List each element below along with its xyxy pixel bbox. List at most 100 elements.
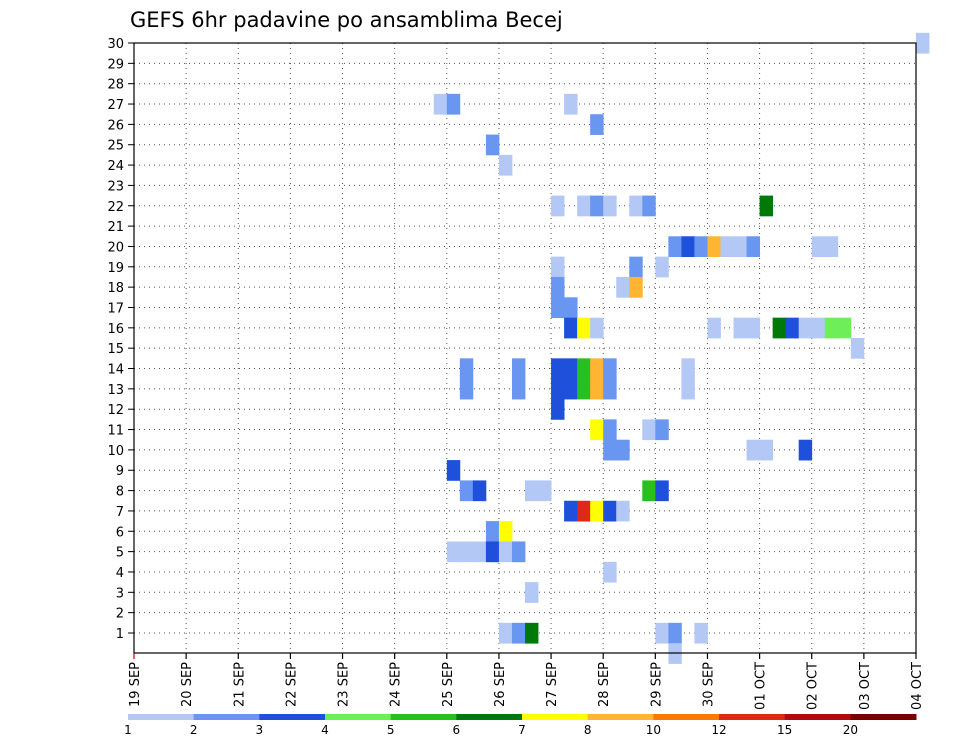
x-tick-label: 04 OCT (910, 662, 925, 710)
colorbar-segment (390, 714, 457, 720)
data-cell (564, 317, 578, 339)
y-tick-label: 17 (107, 301, 124, 316)
x-tick-label: 30 SEP (701, 662, 716, 707)
data-cell (577, 317, 591, 339)
y-tick-label: 13 (107, 383, 124, 398)
data-cell (551, 297, 565, 319)
colorbar-segment (587, 714, 654, 720)
data-cell (590, 317, 604, 339)
data-cell (433, 93, 448, 115)
y-tick-label: 26 (107, 118, 124, 133)
y-tick-label: 2 (116, 607, 124, 622)
data-cell (642, 480, 656, 502)
colorbar-segment (719, 714, 786, 720)
data-cell (655, 419, 669, 441)
colorbar-label: 3 (256, 723, 264, 737)
data-cell (590, 419, 604, 441)
x-tick-label: 22 SEP (284, 662, 299, 707)
data-cell (590, 378, 604, 400)
data-cell (577, 378, 591, 400)
data-cell (616, 500, 630, 522)
y-tick-label: 7 (116, 505, 124, 520)
data-cell (746, 236, 760, 258)
data-cell (694, 236, 708, 258)
x-tick-label: 27 SEP (545, 662, 560, 707)
colorbar-segment (128, 714, 195, 720)
data-cell (668, 236, 682, 258)
x-tick-label: 23 SEP (337, 662, 352, 707)
data-cell (446, 460, 461, 481)
data-cell (577, 358, 591, 380)
data-cell (824, 236, 839, 258)
data-cell (446, 541, 461, 563)
y-tick-label: 25 (107, 139, 124, 154)
y-tick-label: 24 (107, 159, 124, 174)
y-tick-label: 12 (107, 403, 124, 418)
data-cell (525, 622, 539, 644)
data-cell (551, 276, 565, 298)
y-axis-ticks: 1234567891011121314151617181920212223242… (107, 37, 134, 642)
data-cell (498, 521, 513, 542)
colorbar-label: 6 (453, 723, 461, 737)
data-cell (642, 419, 656, 441)
data-cell (811, 236, 826, 258)
colorbar-label: 5 (387, 723, 395, 737)
data-cell (485, 134, 500, 156)
data-cell (551, 195, 565, 217)
y-tick-label: 16 (107, 322, 124, 337)
y-tick-label: 5 (116, 546, 124, 561)
x-tick-label: 19 SEP (128, 662, 143, 707)
data-cell (498, 154, 513, 176)
data-cell (837, 317, 852, 339)
data-cell (668, 622, 682, 644)
y-tick-label: 18 (107, 281, 124, 296)
colorbar-label: 1 (124, 723, 132, 737)
x-tick-label: 21 SEP (232, 662, 247, 707)
y-tick-label: 9 (116, 464, 124, 479)
colorbar-label: 15 (777, 723, 792, 737)
data-cell (446, 93, 461, 115)
x-tick-label: 20 SEP (180, 662, 195, 707)
colorbar-label: 4 (321, 723, 329, 737)
data-cell (511, 541, 526, 563)
data-cell (551, 378, 565, 400)
data-cell (798, 317, 813, 339)
data-cell (655, 256, 669, 278)
colorbar-segment (784, 714, 851, 720)
data-cell (811, 317, 826, 339)
data-cell (681, 358, 695, 380)
colorbar-label: 7 (518, 723, 526, 737)
data-cell (629, 276, 643, 298)
y-tick-label: 10 (107, 444, 124, 459)
colorbar-segment (325, 714, 392, 720)
colorbar-segment (456, 714, 523, 720)
y-tick-label: 21 (107, 220, 124, 235)
data-cell (459, 480, 474, 502)
data-cell (707, 317, 721, 339)
data-cell (551, 399, 565, 420)
y-tick-label: 22 (107, 200, 124, 215)
y-tick-label: 3 (116, 586, 124, 601)
y-tick-label: 30 (107, 37, 124, 52)
x-tick-label: 26 SEP (493, 662, 508, 707)
data-cell (603, 419, 617, 441)
data-cell (564, 378, 578, 400)
data-cell (655, 480, 669, 502)
x-axis-ticks: 19 SEP 20 SEP 21 SEP 22 SEP 23 SEP 24 SEP 25 S… (128, 653, 925, 710)
data-cell (525, 582, 539, 603)
data-cell (577, 500, 591, 522)
x-tick-label: 03 OCT (858, 662, 873, 710)
data-cell (603, 500, 617, 522)
data-cell (564, 500, 578, 522)
colorbar-segment (193, 714, 260, 720)
data-cell (485, 541, 500, 563)
data-cell (511, 358, 526, 380)
y-tick-label: 11 (107, 424, 124, 439)
y-tick-label: 28 (107, 78, 124, 93)
data-cell (772, 317, 787, 339)
data-cell (746, 439, 760, 461)
data-cell (564, 93, 578, 115)
x-tick-label: 29 SEP (649, 662, 664, 707)
colorbar-segment (259, 714, 326, 720)
data-cells (433, 32, 930, 664)
